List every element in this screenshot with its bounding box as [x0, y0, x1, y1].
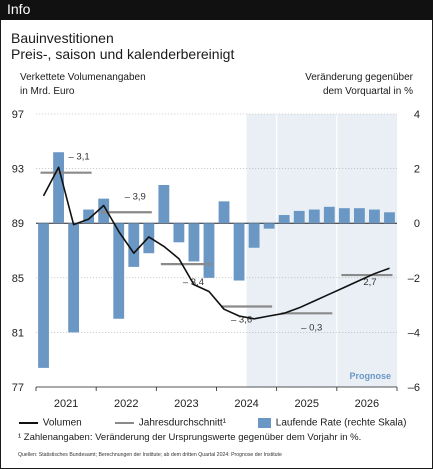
rate-bar — [353, 208, 365, 224]
rate-bar — [173, 223, 185, 243]
rate-bar — [338, 208, 350, 224]
year-label: 2026 — [355, 398, 379, 410]
legend-bar-swatch — [258, 418, 271, 428]
year-label: 2024 — [234, 398, 258, 410]
annual-average-label: – 3,9 — [125, 191, 146, 202]
right-tick-label: –4 — [408, 327, 420, 339]
rate-bar — [323, 206, 335, 224]
forecast-label: Prognose — [349, 371, 391, 381]
legend-label-laufende-rate: Laufende Rate (rechte Skala) — [275, 417, 407, 429]
legend-item-volumen: Volumen — [18, 417, 82, 430]
chart-title: Bauinvestitionen — [11, 30, 114, 46]
rate-bar — [188, 223, 200, 262]
info-bar: Info — [0, 0, 433, 20]
rate-bar — [218, 201, 230, 224]
chart-subtitle: Preis-, saison und kalenderbereinigt — [11, 46, 235, 62]
year-label: 2023 — [174, 398, 198, 410]
rate-bar — [98, 198, 110, 224]
annual-average-label: – 3,1 — [69, 152, 90, 163]
legend-item-laufende-rate: Laufende Rate (rechte Skala) — [257, 417, 406, 430]
annual-average-label: – 0,3 — [301, 322, 322, 333]
right-tick-label: –6 — [408, 382, 420, 394]
forecast-region — [246, 114, 397, 387]
left-axis-label-line1: Verkettete Volumenangaben — [20, 72, 146, 83]
rate-bar — [369, 209, 380, 224]
left-axis-label-line2: in Mrd. Euro — [20, 86, 75, 97]
rate-bar — [53, 152, 64, 224]
right-tick-label: 0 — [414, 218, 420, 230]
rate-bar — [68, 223, 80, 333]
rate-bar — [158, 184, 170, 224]
volume-line — [42, 166, 390, 320]
left-tick-label: 81 — [12, 327, 24, 339]
annual-average-label: – 3,6 — [231, 314, 252, 325]
footnote: ¹ Zahlenangaben: Veränderung der Ursprun… — [18, 432, 362, 443]
rate-bar — [128, 223, 140, 267]
left-tick-label: 77 — [12, 382, 24, 394]
rate-bar — [278, 215, 290, 224]
legend-label-volumen: Volumen — [42, 417, 82, 429]
rate-bar — [233, 223, 245, 281]
rate-bar — [83, 209, 95, 224]
rate-bar — [38, 223, 49, 368]
right-axis-label-line1: Veränderung gegenüber — [305, 72, 413, 83]
right-axis-label: Veränderung gegenüber dem Vorquartal in … — [305, 71, 413, 99]
right-tick-label: 2 — [414, 164, 420, 176]
rate-bar — [293, 210, 305, 224]
source-note: Quellen: Statistisches Bundesamt; Berech… — [18, 452, 282, 458]
right-axis-label-line2: dem Vorquartal in % — [322, 86, 413, 97]
info-tag: Info — [7, 1, 31, 17]
rate-bar — [113, 223, 125, 319]
left-tick-label: 93 — [12, 164, 24, 176]
rate-bar — [248, 223, 260, 248]
legend-avg-swatch — [115, 422, 134, 424]
right-tick-label: –2 — [408, 273, 420, 285]
annual-average-label: 2,7 — [363, 277, 376, 288]
left-axis-label: Verkettete Volumenangaben in Mrd. Euro — [20, 71, 146, 99]
rate-bar — [263, 223, 275, 229]
rate-bar — [203, 223, 215, 278]
left-tick-label: 97 — [12, 109, 24, 121]
year-label: 2025 — [295, 398, 319, 410]
rate-bar — [143, 223, 155, 254]
year-label: 2022 — [114, 398, 138, 410]
left-tick-label: 89 — [12, 218, 24, 230]
right-tick-label: 4 — [414, 109, 420, 121]
rate-bar — [308, 209, 320, 224]
left-tick-label: 85 — [12, 273, 24, 285]
legend-item-jahresdurchschnitt: Jahresdurchschnitt¹ — [114, 417, 226, 430]
year-label: 2021 — [54, 398, 78, 410]
legend-label-jahresdurchschnitt: Jahresdurchschnitt¹ — [138, 417, 227, 429]
legend-line-swatch — [19, 422, 38, 424]
rate-bar — [384, 212, 395, 224]
